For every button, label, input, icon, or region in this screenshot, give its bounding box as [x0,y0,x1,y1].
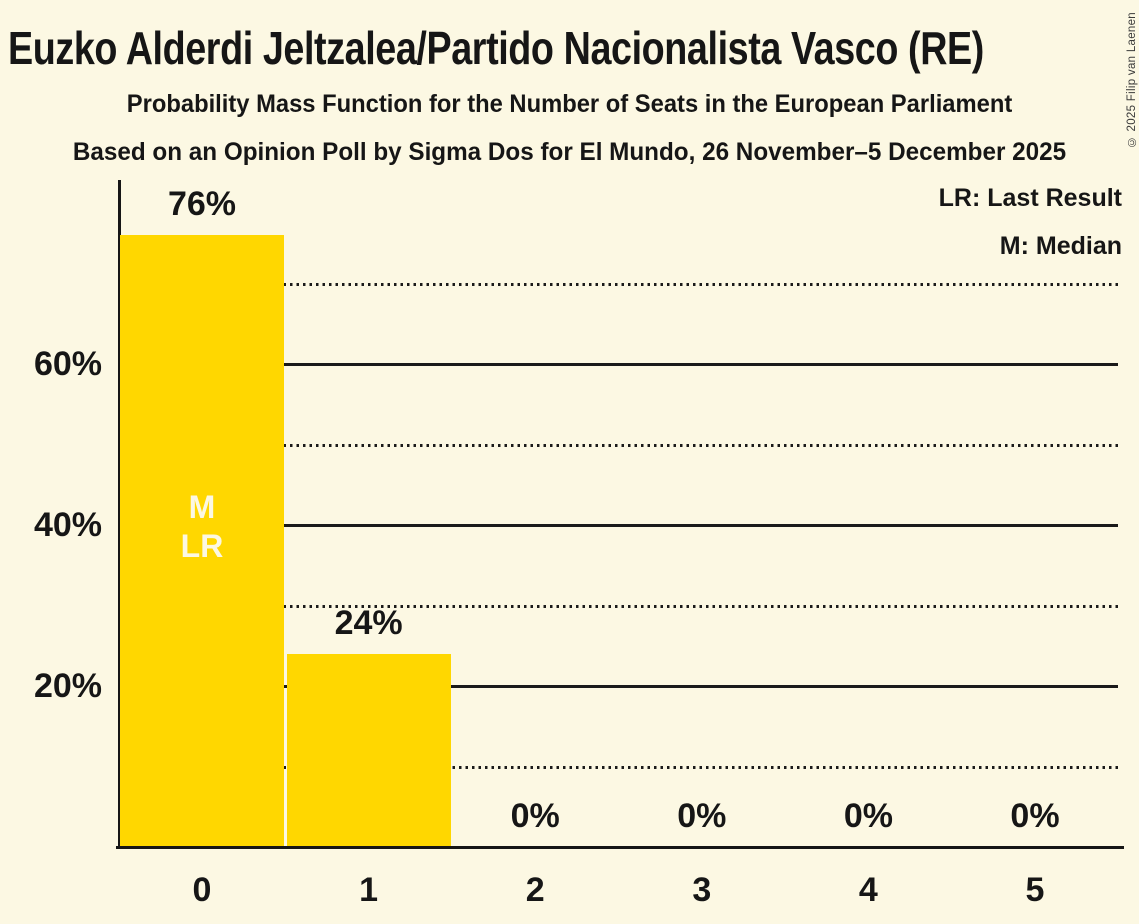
y-tick-label: 40% [33,506,102,544]
x-tick-label: 3 [692,871,712,909]
gridline-dotted [121,282,1118,286]
bar-seats-0 [120,235,284,847]
legend: LR: Last Result M: Median [939,184,1122,280]
x-tick-label: 2 [525,871,545,909]
y-axis-line [118,180,121,849]
x-tick-label: 1 [359,871,379,909]
gridline-dotted [121,765,1118,769]
copyright-notice: © 2025 Filip van Laenen [1126,12,1138,148]
bar-seats-1 [286,653,451,847]
legend-median: M: Median [999,232,1122,260]
bar-value-label: 0% [843,797,893,835]
gridline-solid [121,524,1118,527]
x-tick-label: 5 [1025,871,1045,909]
median-lr-annotation: M LR [180,489,224,565]
gridline-solid [121,685,1118,688]
chart-subtitle: Probability Mass Function for the Number… [126,90,1013,118]
legend-last-result: LR: Last Result [938,184,1122,212]
gridline-dotted [121,443,1118,447]
gridline-solid [121,363,1118,366]
bar-value-label: 24% [334,603,403,642]
bar-value-label: 76% [167,185,237,224]
x-axis-line [116,846,1124,849]
bar-value-label: 0% [677,797,727,835]
x-tick-label: 4 [858,871,878,909]
y-tick-label: 20% [33,667,102,705]
poll-source-line: Based on an Opinion Poll by Sigma Dos fo… [72,138,1067,166]
gridline-dotted [121,604,1118,608]
page-title: Euzko Alderdi Jeltzalea/Partido Nacional… [8,22,984,74]
bar-value-label: 0% [510,797,560,835]
x-tick-label: 0 [192,871,212,909]
y-tick-label: 60% [33,345,102,383]
bar-value-label: 0% [1010,797,1060,835]
